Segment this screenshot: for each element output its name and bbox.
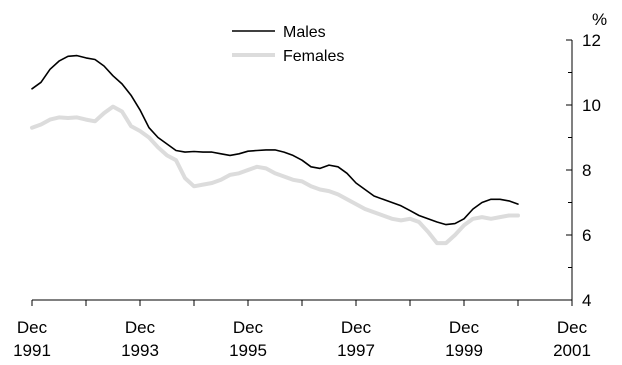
x-tick-label-year: 1993 [121, 341, 159, 360]
x-tick-label-year: 1999 [445, 341, 483, 360]
y-axis-labels: 4 6 8 10 12 [582, 31, 601, 310]
y-tick-label: 6 [582, 226, 591, 245]
x-tick-label-month: Dec [557, 318, 588, 337]
series-lines [30, 54, 520, 246]
legend-label-males: Males [283, 24, 326, 41]
legend: Males Females [232, 24, 344, 65]
y-tick-label: 10 [582, 96, 601, 115]
legend-label-females: Females [283, 48, 344, 65]
x-tick-label-month: Dec [125, 318, 156, 337]
x-tick-label-month: Dec [341, 318, 372, 337]
x-tick-label-year: 1995 [229, 341, 267, 360]
x-axis-labels: Dec 1991 Dec 1993 Dec 1995 Dec 1997 Dec 1999 Dec 20… [13, 318, 591, 360]
y-axis-unit-label: % [592, 10, 607, 29]
y-tick-label: 12 [582, 31, 601, 50]
y-axis-ticks [566, 39, 572, 301]
y-tick-label: 4 [582, 291, 591, 310]
series-line-females [30, 104, 520, 246]
x-axis-ticks [31, 300, 573, 306]
x-tick-label-month: Dec [233, 318, 264, 337]
x-tick-label-month: Dec [17, 318, 48, 337]
y-tick-label: 8 [582, 161, 591, 180]
x-tick-label-year: 1997 [337, 341, 375, 360]
x-tick-label-year: 2001 [553, 341, 591, 360]
x-tick-label-year: 1991 [13, 341, 51, 360]
x-tick-label-month: Dec [449, 318, 480, 337]
series-line-males [31, 54, 519, 226]
